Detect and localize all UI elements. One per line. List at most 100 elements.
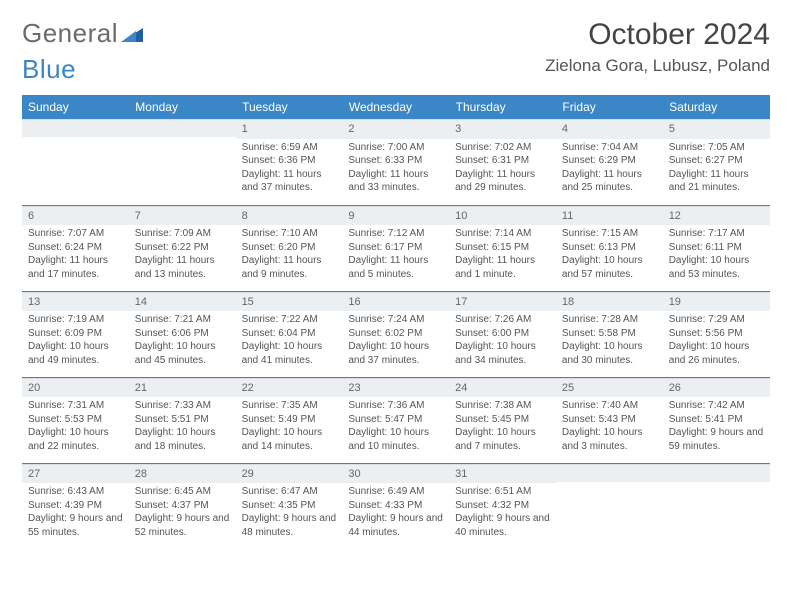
sunset-text: Sunset: 6:36 PM	[242, 154, 337, 168]
day-number: 24	[449, 378, 556, 398]
calendar-cell: 18Sunrise: 7:28 AMSunset: 5:58 PMDayligh…	[556, 291, 663, 377]
calendar-cell: 29Sunrise: 6:47 AMSunset: 4:35 PMDayligh…	[236, 463, 343, 549]
sunset-text: Sunset: 4:37 PM	[135, 499, 230, 513]
sunset-text: Sunset: 6:31 PM	[455, 154, 550, 168]
calendar-body: 1Sunrise: 6:59 AMSunset: 6:36 PMDaylight…	[22, 119, 770, 549]
daylight-text: Daylight: 11 hours and 21 minutes.	[669, 168, 764, 195]
day-number	[556, 464, 663, 482]
calendar-cell: 3Sunrise: 7:02 AMSunset: 6:31 PMDaylight…	[449, 119, 556, 205]
daylight-text: Daylight: 10 hours and 57 minutes.	[562, 254, 657, 281]
cell-body: Sunrise: 7:15 AMSunset: 6:13 PMDaylight:…	[556, 225, 663, 285]
col-fri: Friday	[556, 95, 663, 119]
sunset-text: Sunset: 6:13 PM	[562, 241, 657, 255]
sunset-text: Sunset: 6:02 PM	[348, 327, 443, 341]
calendar-cell	[22, 119, 129, 205]
calendar-row: 27Sunrise: 6:43 AMSunset: 4:39 PMDayligh…	[22, 463, 770, 549]
sunset-text: Sunset: 6:17 PM	[348, 241, 443, 255]
day-number: 22	[236, 378, 343, 398]
sunrise-text: Sunrise: 7:12 AM	[348, 227, 443, 241]
sunset-text: Sunset: 6:11 PM	[669, 241, 764, 255]
cell-body: Sunrise: 7:22 AMSunset: 6:04 PMDaylight:…	[236, 311, 343, 371]
logo-triangle-icon	[121, 18, 143, 49]
sunset-text: Sunset: 6:27 PM	[669, 154, 764, 168]
calendar-cell: 17Sunrise: 7:26 AMSunset: 6:00 PMDayligh…	[449, 291, 556, 377]
calendar-table: Sunday Monday Tuesday Wednesday Thursday…	[22, 95, 770, 549]
calendar-cell	[129, 119, 236, 205]
sunset-text: Sunset: 6:22 PM	[135, 241, 230, 255]
day-number	[22, 119, 129, 137]
calendar-cell: 9Sunrise: 7:12 AMSunset: 6:17 PMDaylight…	[342, 205, 449, 291]
sunrise-text: Sunrise: 7:00 AM	[348, 141, 443, 155]
calendar-cell: 13Sunrise: 7:19 AMSunset: 6:09 PMDayligh…	[22, 291, 129, 377]
sunrise-text: Sunrise: 6:45 AM	[135, 485, 230, 499]
cell-body: Sunrise: 7:00 AMSunset: 6:33 PMDaylight:…	[342, 139, 449, 199]
cell-body: Sunrise: 7:05 AMSunset: 6:27 PMDaylight:…	[663, 139, 770, 199]
calendar-cell: 20Sunrise: 7:31 AMSunset: 5:53 PMDayligh…	[22, 377, 129, 463]
sunrise-text: Sunrise: 7:04 AM	[562, 141, 657, 155]
daylight-text: Daylight: 10 hours and 7 minutes.	[455, 426, 550, 453]
calendar-cell: 7Sunrise: 7:09 AMSunset: 6:22 PMDaylight…	[129, 205, 236, 291]
calendar-cell: 11Sunrise: 7:15 AMSunset: 6:13 PMDayligh…	[556, 205, 663, 291]
sunrise-text: Sunrise: 7:42 AM	[669, 399, 764, 413]
daylight-text: Daylight: 10 hours and 45 minutes.	[135, 340, 230, 367]
day-number: 30	[342, 464, 449, 484]
sunrise-text: Sunrise: 7:26 AM	[455, 313, 550, 327]
sunrise-text: Sunrise: 7:28 AM	[562, 313, 657, 327]
sunset-text: Sunset: 6:24 PM	[28, 241, 123, 255]
sunset-text: Sunset: 6:06 PM	[135, 327, 230, 341]
day-number: 9	[342, 206, 449, 226]
day-number: 16	[342, 292, 449, 312]
day-number: 12	[663, 206, 770, 226]
daylight-text: Daylight: 11 hours and 5 minutes.	[348, 254, 443, 281]
day-number: 15	[236, 292, 343, 312]
calendar-cell: 21Sunrise: 7:33 AMSunset: 5:51 PMDayligh…	[129, 377, 236, 463]
sunset-text: Sunset: 4:32 PM	[455, 499, 550, 513]
daylight-text: Daylight: 11 hours and 29 minutes.	[455, 168, 550, 195]
day-number: 26	[663, 378, 770, 398]
col-sun: Sunday	[22, 95, 129, 119]
daylight-text: Daylight: 9 hours and 59 minutes.	[669, 426, 764, 453]
daylight-text: Daylight: 10 hours and 37 minutes.	[348, 340, 443, 367]
sunset-text: Sunset: 6:00 PM	[455, 327, 550, 341]
sunset-text: Sunset: 6:29 PM	[562, 154, 657, 168]
calendar-cell: 15Sunrise: 7:22 AMSunset: 6:04 PMDayligh…	[236, 291, 343, 377]
sunset-text: Sunset: 6:20 PM	[242, 241, 337, 255]
day-number: 20	[22, 378, 129, 398]
day-number: 5	[663, 119, 770, 139]
col-mon: Monday	[129, 95, 236, 119]
daylight-text: Daylight: 9 hours and 40 minutes.	[455, 512, 550, 539]
sunrise-text: Sunrise: 7:33 AM	[135, 399, 230, 413]
calendar-cell: 26Sunrise: 7:42 AMSunset: 5:41 PMDayligh…	[663, 377, 770, 463]
calendar-cell: 12Sunrise: 7:17 AMSunset: 6:11 PMDayligh…	[663, 205, 770, 291]
daylight-text: Daylight: 10 hours and 41 minutes.	[242, 340, 337, 367]
sunrise-text: Sunrise: 7:22 AM	[242, 313, 337, 327]
day-number: 17	[449, 292, 556, 312]
sunrise-text: Sunrise: 7:15 AM	[562, 227, 657, 241]
day-number: 6	[22, 206, 129, 226]
daylight-text: Daylight: 9 hours and 48 minutes.	[242, 512, 337, 539]
daylight-text: Daylight: 9 hours and 52 minutes.	[135, 512, 230, 539]
daylight-text: Daylight: 9 hours and 44 minutes.	[348, 512, 443, 539]
daylight-text: Daylight: 11 hours and 13 minutes.	[135, 254, 230, 281]
sunset-text: Sunset: 5:56 PM	[669, 327, 764, 341]
day-number: 11	[556, 206, 663, 226]
cell-body: Sunrise: 7:21 AMSunset: 6:06 PMDaylight:…	[129, 311, 236, 371]
cell-body: Sunrise: 7:19 AMSunset: 6:09 PMDaylight:…	[22, 311, 129, 371]
sunrise-text: Sunrise: 7:31 AM	[28, 399, 123, 413]
day-number	[129, 119, 236, 137]
calendar-cell: 14Sunrise: 7:21 AMSunset: 6:06 PMDayligh…	[129, 291, 236, 377]
cell-body: Sunrise: 7:14 AMSunset: 6:15 PMDaylight:…	[449, 225, 556, 285]
sunset-text: Sunset: 6:33 PM	[348, 154, 443, 168]
calendar-cell: 19Sunrise: 7:29 AMSunset: 5:56 PMDayligh…	[663, 291, 770, 377]
sunrise-text: Sunrise: 6:49 AM	[348, 485, 443, 499]
cell-body: Sunrise: 6:45 AMSunset: 4:37 PMDaylight:…	[129, 483, 236, 543]
calendar-cell: 16Sunrise: 7:24 AMSunset: 6:02 PMDayligh…	[342, 291, 449, 377]
daylight-text: Daylight: 11 hours and 33 minutes.	[348, 168, 443, 195]
cell-body: Sunrise: 6:47 AMSunset: 4:35 PMDaylight:…	[236, 483, 343, 543]
cell-body: Sunrise: 7:42 AMSunset: 5:41 PMDaylight:…	[663, 397, 770, 457]
daylight-text: Daylight: 10 hours and 3 minutes.	[562, 426, 657, 453]
day-number: 14	[129, 292, 236, 312]
sunrise-text: Sunrise: 7:14 AM	[455, 227, 550, 241]
sunset-text: Sunset: 5:47 PM	[348, 413, 443, 427]
cell-body: Sunrise: 6:49 AMSunset: 4:33 PMDaylight:…	[342, 483, 449, 543]
